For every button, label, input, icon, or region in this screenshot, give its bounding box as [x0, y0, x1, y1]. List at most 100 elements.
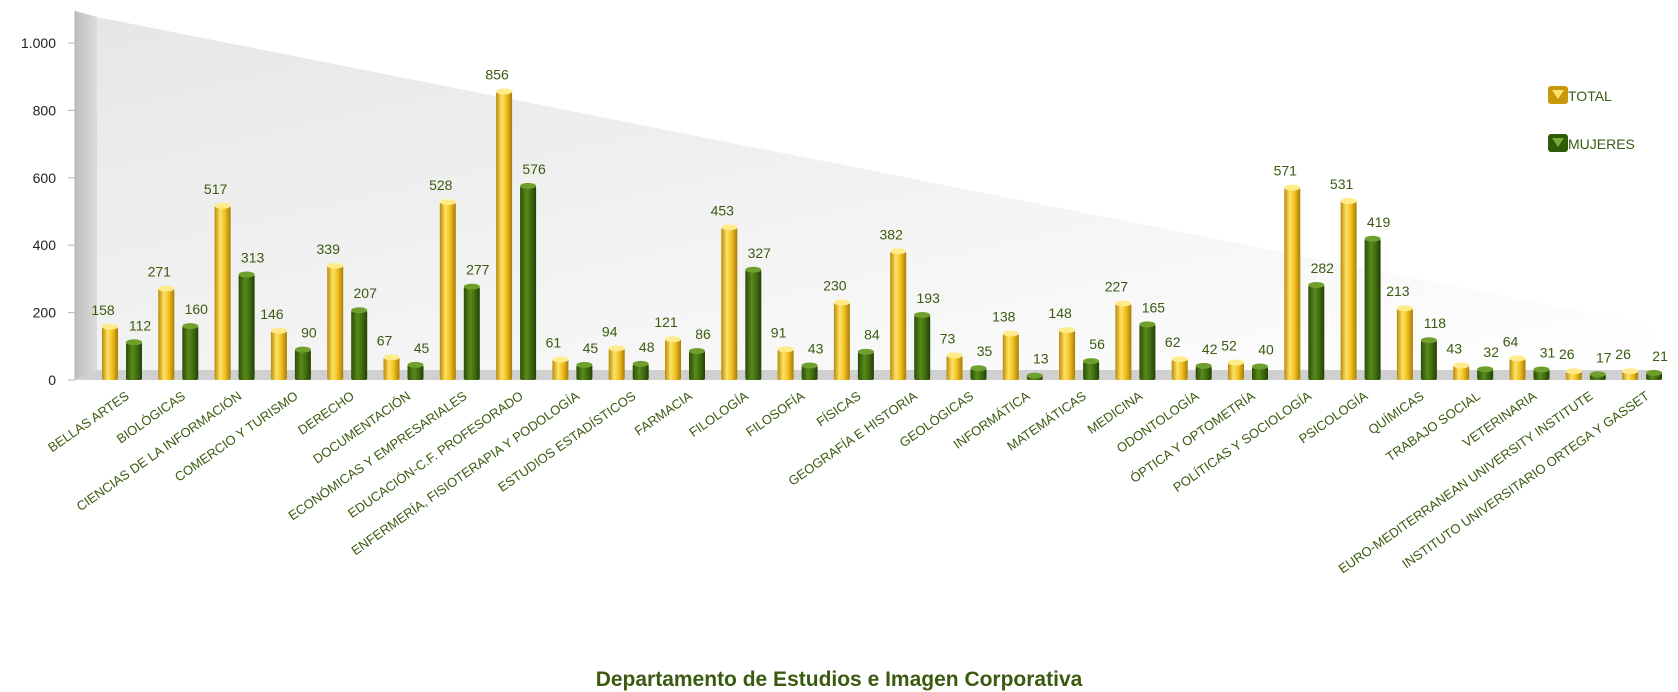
- bar-mujeres: [182, 326, 199, 380]
- bar-cap-mujeres: [1533, 366, 1550, 373]
- value-label-total: 227: [1105, 279, 1129, 295]
- bar-mujeres: [1083, 361, 1100, 380]
- value-label-mujeres: 13: [1033, 351, 1049, 367]
- bar-cap-total: [552, 356, 569, 363]
- bar-total: [1396, 308, 1413, 380]
- footer-source-text: Departamento de Estudios e Imagen Corpor…: [595, 668, 1083, 691]
- value-label-mujeres: 112: [129, 317, 152, 333]
- bar-mujeres: [407, 364, 424, 380]
- bar-cap-total: [1622, 368, 1639, 375]
- bar-cap-mujeres: [1364, 235, 1381, 242]
- bar-mujeres: [1308, 284, 1325, 380]
- value-label-total: 62: [1165, 334, 1181, 350]
- bar-total: [946, 355, 963, 380]
- bar-cap-mujeres: [294, 346, 311, 353]
- value-label-total: 517: [204, 181, 228, 197]
- category-label: FILOLOGÍA: [686, 388, 751, 440]
- category-label: EURO-MEDITERRANEAN UNIVERSITY INSTITUTE: [1336, 388, 1596, 576]
- value-label-mujeres: 56: [1089, 336, 1105, 352]
- value-label-mujeres: 86: [695, 326, 711, 342]
- value-label-mujeres: 43: [808, 341, 824, 357]
- value-label-mujeres: 31: [1540, 345, 1556, 361]
- bar-cap-mujeres: [632, 360, 649, 367]
- bar-total: [1284, 187, 1301, 380]
- bar-cap-mujeres: [1083, 358, 1100, 365]
- bar-cap-total: [1340, 198, 1357, 205]
- bar-cap-total: [721, 224, 738, 231]
- legend-marker-total-icon: [1552, 90, 1564, 99]
- bar-cap-total: [1059, 327, 1076, 334]
- value-label-total: 26: [1559, 346, 1575, 362]
- bar-total: [608, 348, 625, 380]
- value-label-mujeres: 32: [1483, 344, 1499, 360]
- y-axis: 0 200 400 600 800 1.000: [21, 11, 76, 388]
- bar-cap-mujeres: [1646, 369, 1663, 376]
- bar-mujeres: [576, 364, 593, 380]
- bar-cap-mujeres: [351, 307, 368, 314]
- legend-label-total: TOTAL: [1568, 88, 1612, 104]
- bar-cap-total: [327, 262, 344, 269]
- bar-total: [665, 339, 681, 380]
- value-label-total: 61: [546, 334, 562, 350]
- category-label: FARMACIA: [632, 388, 695, 439]
- value-label-total: 121: [654, 314, 678, 330]
- category-label: FILOSOFÍA: [743, 388, 807, 439]
- bar-cap-total: [608, 345, 625, 352]
- bar-cap-mujeres: [1477, 366, 1494, 373]
- bar-cap-total: [665, 336, 681, 343]
- bar-cap-mujeres: [857, 348, 874, 355]
- bar-cap-mujeres: [182, 323, 199, 330]
- bar-total: [1002, 333, 1019, 380]
- value-label-mujeres: 90: [301, 325, 317, 341]
- value-label-total: 158: [91, 302, 115, 318]
- bar-cap-mujeres: [1139, 321, 1156, 328]
- value-label-total: 271: [148, 264, 172, 280]
- bar-total: [327, 265, 344, 380]
- bar-mujeres: [1252, 366, 1268, 380]
- bar-cap-mujeres: [689, 348, 705, 355]
- value-label-total: 382: [880, 226, 904, 242]
- category-label: TRABAJO SOCIAL: [1383, 388, 1483, 464]
- value-label-mujeres: 313: [241, 250, 265, 266]
- value-label-total: 453: [711, 202, 735, 218]
- value-label-total: 531: [1330, 176, 1354, 192]
- legend-marker-mujeres-icon: [1552, 138, 1564, 147]
- bar-cap-mujeres: [1195, 362, 1212, 369]
- bar-cap-mujeres: [407, 361, 424, 368]
- value-label-total: 213: [1386, 283, 1410, 299]
- bar-mujeres: [1139, 324, 1156, 380]
- value-label-mujeres: 277: [466, 262, 490, 278]
- bar-mujeres: [351, 310, 368, 380]
- value-label-total: 571: [1274, 163, 1298, 179]
- bar-mujeres: [126, 342, 142, 380]
- bar-total: [1453, 365, 1470, 380]
- y-tick-label: 200: [33, 305, 57, 321]
- value-label-mujeres: 576: [522, 161, 546, 177]
- bar-mujeres: [463, 286, 480, 380]
- bar-total: [496, 91, 513, 380]
- bar-cap-total: [1565, 368, 1582, 375]
- bar-total: [1059, 330, 1076, 380]
- value-label-mujeres: 40: [1258, 342, 1274, 358]
- bar-cap-total: [946, 352, 963, 359]
- bar-mujeres: [1533, 369, 1550, 380]
- bar-cap-total: [102, 323, 118, 330]
- value-label-mujeres: 84: [864, 327, 880, 343]
- bar-cap-total: [833, 299, 850, 306]
- value-label-total: 67: [377, 332, 393, 348]
- bar-cap-total: [890, 248, 907, 255]
- category-label: DOCUMENTACIÓN: [310, 388, 413, 466]
- value-label-total: 339: [317, 241, 341, 257]
- bar-total: [1171, 359, 1188, 380]
- value-label-total: 94: [602, 323, 618, 339]
- back-wall: [97, 17, 1650, 370]
- bar-total: [1509, 358, 1526, 380]
- value-label-mujeres: 42: [1202, 341, 1218, 357]
- bar-total: [270, 330, 287, 380]
- value-label-mujeres: 45: [414, 340, 430, 356]
- y-tick-label: 0: [48, 372, 56, 388]
- bar-mujeres: [520, 185, 537, 380]
- y-tick-label: 1.000: [21, 35, 56, 51]
- side-wall: [75, 11, 97, 380]
